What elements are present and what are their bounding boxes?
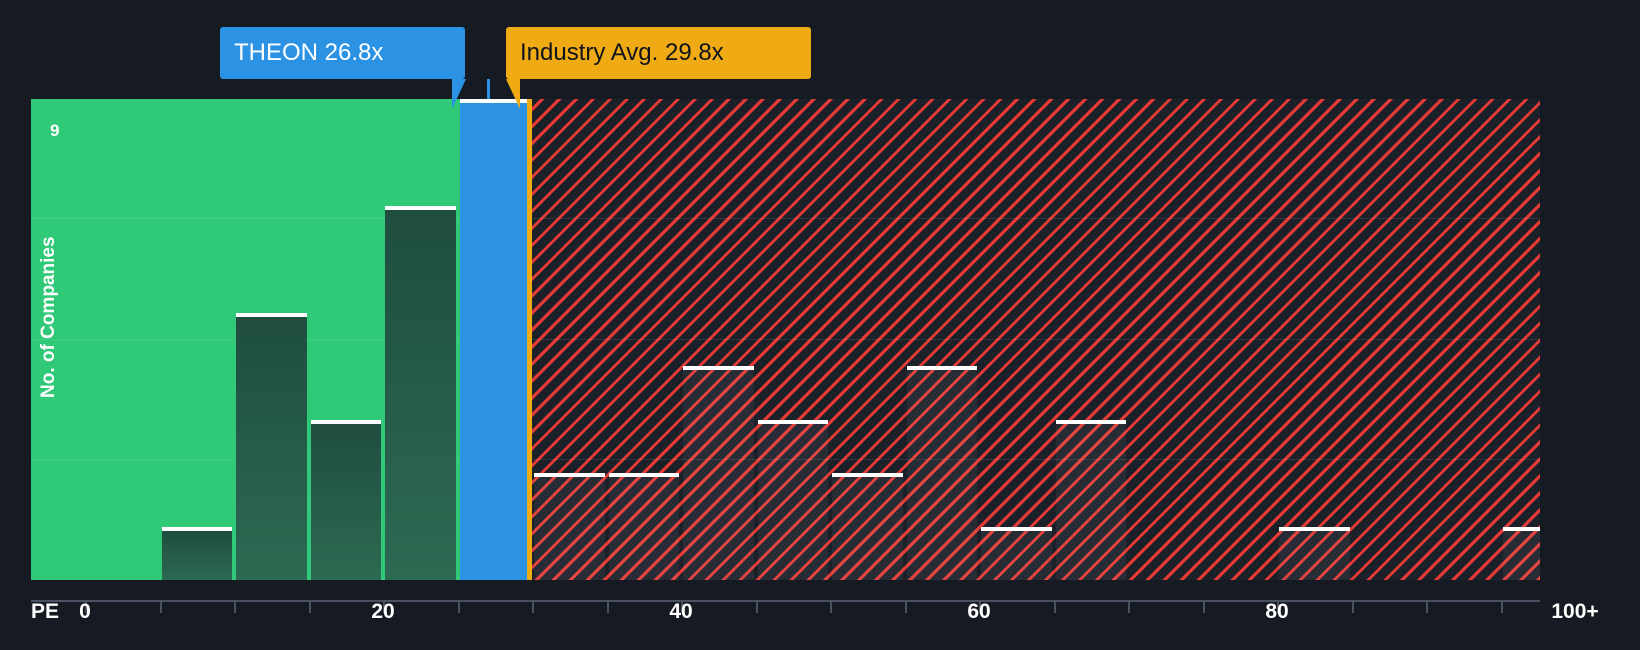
x-tick-label: 80 — [1265, 600, 1289, 623]
bar[interactable] — [757, 419, 828, 580]
x-tick-label: 100+ — [1551, 600, 1599, 623]
bar-cap — [236, 312, 307, 317]
bar-cap — [385, 205, 456, 210]
bar-body — [236, 316, 307, 580]
bar[interactable] — [161, 526, 232, 580]
bar-cap — [757, 419, 828, 424]
x-tick — [830, 602, 832, 613]
bar-body — [1055, 423, 1126, 580]
theon-connector-line — [486, 79, 490, 99]
bar-cap — [608, 473, 679, 478]
x-tick — [1128, 602, 1130, 613]
bar-cap — [310, 419, 381, 424]
x-tick — [979, 602, 981, 613]
bar[interactable] — [1502, 526, 1540, 580]
bar-body — [981, 530, 1052, 580]
bar[interactable] — [832, 473, 903, 580]
x-tick — [606, 602, 609, 613]
theon-marker-label[interactable]: THEON 26.8x — [220, 27, 465, 79]
x-axis-line — [31, 600, 1540, 602]
x-tick — [1277, 602, 1279, 613]
gridline — [31, 338, 1540, 340]
x-tick — [383, 602, 385, 613]
x-tick — [1351, 602, 1354, 613]
industry-avg-tag-tail — [506, 79, 520, 109]
bar-cap — [683, 366, 754, 371]
bar-cap — [981, 526, 1052, 531]
bar-body — [906, 370, 977, 580]
bar-cap — [906, 366, 977, 371]
x-tick — [85, 602, 87, 613]
plot-area: 9 — [31, 99, 1540, 580]
x-axis-name: PE — [31, 600, 60, 623]
x-tick-label: 60 — [967, 600, 991, 623]
bar-body — [757, 423, 828, 580]
x-tick — [904, 602, 907, 613]
x-tick — [457, 602, 460, 613]
x-tick — [755, 602, 758, 613]
overvalued-zone — [504, 99, 1540, 580]
bar-body — [1502, 530, 1540, 580]
bar[interactable] — [683, 366, 754, 580]
industry-average-line — [527, 99, 533, 580]
gridline — [31, 458, 1540, 460]
bar-body — [310, 423, 381, 580]
bar[interactable] — [310, 419, 381, 580]
bar-body — [1279, 530, 1350, 580]
bar[interactable] — [608, 473, 679, 580]
bar-body — [608, 477, 679, 580]
x-tick — [234, 602, 236, 613]
bar-body — [459, 103, 530, 580]
x-tick — [1426, 602, 1428, 613]
x-tick-label: 0 — [79, 600, 91, 623]
theon-tag-tail — [452, 79, 466, 109]
y-max-value-label: 9 — [50, 121, 60, 140]
x-tick — [1053, 602, 1056, 613]
x-tick — [308, 602, 311, 613]
x-tick — [159, 602, 162, 613]
bar[interactable] — [534, 473, 605, 580]
bar-theon[interactable] — [459, 99, 530, 580]
bar-cap — [1055, 419, 1126, 424]
bar-body — [683, 370, 754, 580]
industry-average-label[interactable]: Industry Avg. 29.8x — [506, 27, 811, 79]
bar[interactable] — [906, 366, 977, 580]
x-tick-label: 40 — [669, 600, 693, 623]
bar-body — [534, 477, 605, 580]
x-tick — [1202, 602, 1205, 613]
bar-body — [832, 477, 903, 580]
bar[interactable] — [385, 205, 456, 580]
bar[interactable] — [1279, 526, 1350, 580]
x-tick-label: 20 — [371, 600, 395, 623]
bar-body — [161, 530, 232, 580]
x-tick — [681, 602, 683, 613]
bar[interactable] — [981, 526, 1052, 580]
y-axis-title: No. of Companies — [38, 236, 59, 398]
x-tick — [532, 602, 534, 613]
bar-cap — [1279, 526, 1350, 531]
bar[interactable] — [236, 312, 307, 580]
bar-cap — [459, 99, 530, 103]
bar-cap — [161, 526, 232, 531]
bar-body — [385, 209, 456, 580]
bar-cap — [832, 473, 903, 478]
bar-cap — [534, 473, 605, 478]
bar[interactable] — [1055, 419, 1126, 580]
bar-cap — [1502, 526, 1540, 531]
x-tick — [1500, 602, 1503, 613]
gridline — [31, 218, 1540, 220]
